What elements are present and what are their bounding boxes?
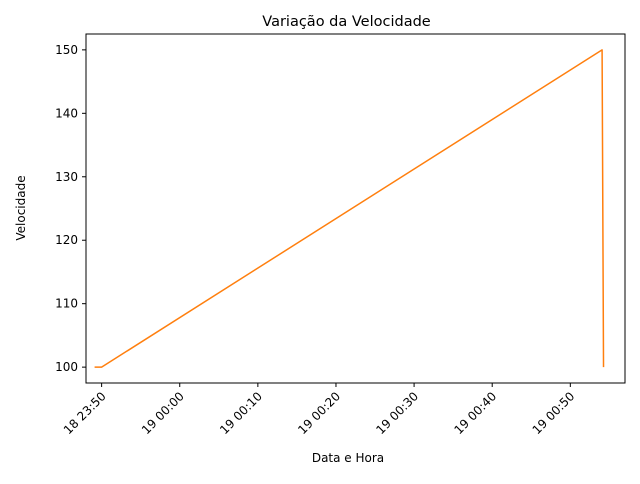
plot-area	[94, 49, 605, 368]
y-tick-label: 130	[55, 170, 78, 184]
y-axis-label: Velocidade	[14, 175, 28, 240]
y-tick-label: 150	[55, 43, 78, 57]
x-axis-label: Data e Hora	[312, 451, 384, 465]
series-line	[94, 49, 605, 368]
y-tick-label: 110	[55, 297, 78, 311]
chart-title: Variação da Velocidade	[262, 14, 431, 30]
y-tick-label: 120	[55, 233, 78, 247]
y-axis: 100 110 120 130 140 150	[55, 43, 86, 374]
y-tick-label: 140	[55, 106, 78, 120]
axes-frame	[85, 33, 626, 384]
y-tick-label: 100	[55, 360, 78, 374]
